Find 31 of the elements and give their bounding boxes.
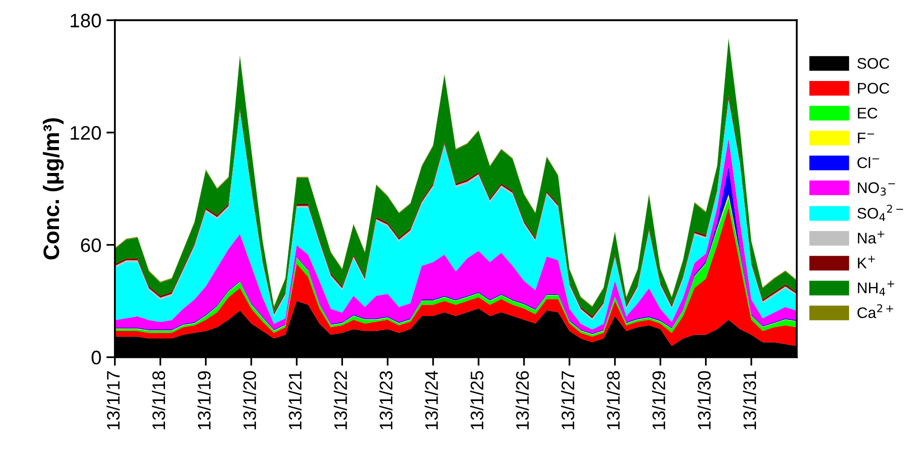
x-tick-label: 13/1/21 [288,371,302,430]
x-tick-label: 13/1/22 [334,371,348,430]
legend-label: Ca$^{2+}$ [857,304,894,318]
y-tick-label: 120 [70,126,101,140]
x-tick-label: 13/1/26 [516,371,529,430]
y-tick-label: 60 [81,238,101,252]
legend-label: F$^{−}$ [858,132,874,144]
x-tick-label: 13/1/20 [242,371,256,430]
x-tick-label: 13/1/23 [379,371,392,430]
legend-label: EC [858,108,878,119]
legend-label: Na$^{+}$ [858,230,884,244]
legend-label: POC [858,82,890,94]
x-tick-label: 13/1/17 [106,371,120,430]
x-tick-label: 13/1/19 [197,371,211,430]
x-tick-label: 13/1/30 [697,371,711,430]
legend-label: NO$_{3}$$^{−}$ [858,182,895,196]
x-tick-label: 13/1/25 [470,371,484,430]
legend-label: NH$_{4}$$^{+}$ [858,280,894,296]
y-axis-title: Conc. (μg/m³) [42,118,64,260]
legend-label: SO$_{4}$$^{2−}$ [857,204,904,222]
legend-label: K$^{+}$ [858,256,875,268]
x-tick-label: 13/1/24 [424,370,438,430]
x-tick-label: 13/1/31 [742,371,756,430]
x-tick-label: 13/1/28 [606,371,620,430]
y-tick-label: 180 [70,14,101,28]
legend-label: SOC [857,58,890,69]
legend-label: Cl$^{−}$ [857,156,880,168]
x-tick-label: 13/1/18 [152,371,166,430]
y-tick-label: 0 [92,350,101,364]
x-tick-label: 13/1/27 [561,371,574,430]
x-tick-label: 13/1/29 [652,371,666,430]
